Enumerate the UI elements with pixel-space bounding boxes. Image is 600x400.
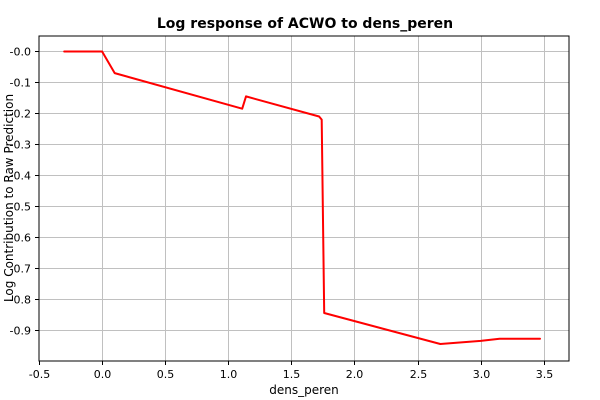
- x-tick-label: 0.5: [157, 368, 175, 381]
- tick-layer: -0.5 0.0 0.5 1.0 1.5 2.0 2.5 3.0 3.5 -0.0 -0.1 -0.2…: [10, 46, 554, 382]
- plot-frame: [38, 35, 570, 362]
- y-axis-label: Log Contribution to Raw Prediction: [2, 94, 16, 302]
- x-tick-label: 3.5: [536, 368, 554, 381]
- x-tick-label: 0.0: [94, 368, 112, 381]
- chart-title: Log response of ACWO to dens_peren: [157, 16, 453, 32]
- series-line: [63, 50, 541, 345]
- y-tick-label: -0.7: [10, 263, 31, 276]
- y-tick-label: -0.4: [10, 170, 31, 183]
- data-layer: [63, 50, 541, 345]
- y-tick-label: -0.0: [10, 46, 31, 59]
- x-tick-label: -0.5: [29, 368, 50, 381]
- y-tick-label: -0.9: [10, 325, 31, 338]
- x-axis-label: dens_peren: [269, 383, 339, 397]
- x-tick-label: 2.0: [346, 368, 364, 381]
- y-tick-label: -0.6: [10, 232, 31, 245]
- y-tick-label: -0.1: [10, 77, 31, 90]
- y-tick-label: -0.8: [10, 294, 31, 307]
- y-tick-label: -0.3: [10, 139, 31, 152]
- y-tick-label: -0.2: [10, 108, 31, 121]
- x-tick-label: 3.0: [473, 368, 491, 381]
- y-tick-label: -0.5: [10, 201, 31, 214]
- x-tick-label: 1.0: [220, 368, 238, 381]
- x-tick-label: 2.5: [410, 368, 428, 381]
- grid-layer: [39, 36, 569, 361]
- x-tick-label: 1.5: [283, 368, 301, 381]
